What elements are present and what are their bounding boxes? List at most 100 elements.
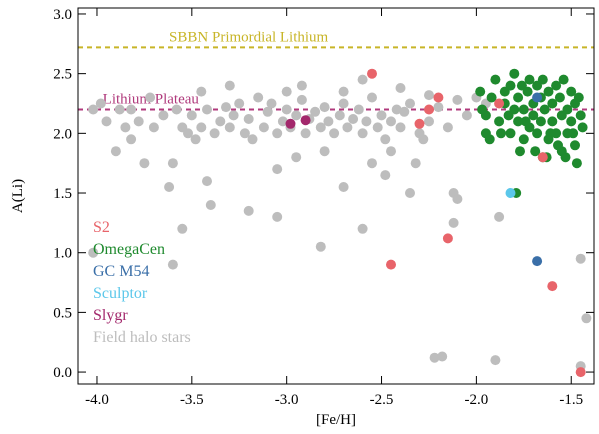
data-point bbox=[209, 128, 220, 139]
legend-entry: Sculptor bbox=[93, 285, 148, 302]
data-point bbox=[310, 106, 321, 117]
data-points-layer bbox=[88, 68, 592, 378]
legend-entry: Slygr bbox=[93, 307, 128, 324]
data-point bbox=[253, 92, 264, 103]
data-point bbox=[272, 211, 283, 222]
data-point bbox=[101, 116, 112, 127]
x-tick-label: -4.0 bbox=[85, 392, 109, 408]
data-point bbox=[448, 217, 459, 228]
data-point bbox=[334, 110, 345, 121]
data-point bbox=[490, 355, 501, 366]
data-point bbox=[145, 92, 156, 103]
data-point bbox=[537, 152, 548, 163]
data-point bbox=[367, 68, 377, 79]
data-point bbox=[291, 110, 302, 121]
data-point bbox=[405, 188, 415, 198]
data-point bbox=[221, 102, 231, 113]
data-point bbox=[452, 194, 463, 204]
data-point bbox=[558, 74, 569, 85]
data-point bbox=[494, 116, 505, 127]
data-point bbox=[477, 104, 488, 115]
data-point bbox=[300, 115, 311, 126]
y-axis-title: A(Li) bbox=[10, 179, 26, 213]
data-point bbox=[571, 158, 582, 169]
data-point bbox=[357, 128, 368, 139]
data-point bbox=[258, 122, 269, 133]
data-point bbox=[543, 86, 554, 97]
data-point bbox=[380, 170, 391, 181]
data-point bbox=[164, 182, 175, 192]
data-point bbox=[566, 86, 577, 97]
data-point bbox=[224, 80, 235, 91]
data-point bbox=[376, 110, 387, 121]
data-point bbox=[433, 102, 444, 113]
data-point bbox=[202, 176, 212, 187]
data-point bbox=[505, 128, 516, 139]
data-point bbox=[532, 256, 543, 267]
data-point bbox=[133, 116, 144, 127]
data-point bbox=[532, 128, 543, 139]
data-point bbox=[424, 90, 434, 101]
data-point bbox=[239, 128, 250, 139]
data-point bbox=[437, 351, 448, 362]
data-point bbox=[484, 134, 495, 145]
data-point bbox=[581, 313, 592, 324]
data-point bbox=[291, 152, 302, 163]
data-point bbox=[554, 92, 565, 103]
data-point bbox=[266, 98, 277, 109]
data-point bbox=[247, 134, 258, 145]
data-point bbox=[399, 106, 410, 117]
data-point bbox=[95, 98, 106, 109]
data-point bbox=[139, 158, 150, 169]
data-point bbox=[515, 146, 525, 157]
data-point bbox=[183, 128, 193, 139]
data-point bbox=[461, 110, 472, 121]
data-point bbox=[553, 140, 563, 151]
data-point bbox=[537, 74, 548, 85]
data-point bbox=[424, 104, 434, 115]
data-point bbox=[513, 92, 524, 103]
y-tick-label: 1.5 bbox=[53, 186, 72, 202]
data-point bbox=[475, 86, 486, 97]
data-point bbox=[272, 128, 283, 139]
data-point bbox=[380, 134, 391, 145]
data-point bbox=[547, 116, 558, 127]
data-point bbox=[496, 128, 506, 139]
data-point bbox=[395, 122, 406, 133]
data-point bbox=[486, 92, 497, 103]
data-point bbox=[568, 128, 579, 139]
data-point bbox=[545, 128, 556, 139]
data-point bbox=[296, 94, 307, 105]
data-point bbox=[342, 122, 353, 133]
data-point bbox=[338, 182, 349, 192]
data-point bbox=[319, 146, 330, 157]
y-tick-label: 1.0 bbox=[53, 246, 72, 262]
y-tick-label: 3.0 bbox=[53, 7, 72, 23]
data-point bbox=[315, 241, 326, 252]
data-point bbox=[575, 253, 586, 264]
x-tick-label: -2.0 bbox=[465, 392, 489, 408]
data-point bbox=[148, 122, 159, 133]
legend-entry: Field halo stars bbox=[93, 329, 191, 346]
data-point bbox=[262, 106, 273, 117]
legend-entry: S2 bbox=[93, 219, 110, 236]
data-point bbox=[442, 122, 453, 133]
data-point bbox=[110, 146, 121, 157]
data-point bbox=[405, 98, 415, 109]
reference-line-label: SBBN Primordial Lithium bbox=[169, 29, 329, 45]
data-point bbox=[300, 128, 311, 139]
data-point bbox=[243, 114, 254, 124]
data-point bbox=[513, 116, 524, 127]
data-point bbox=[372, 122, 383, 133]
data-point bbox=[520, 116, 531, 127]
data-point bbox=[573, 92, 584, 103]
data-point bbox=[547, 281, 558, 292]
data-point bbox=[285, 118, 296, 129]
data-point bbox=[357, 223, 368, 234]
data-point bbox=[562, 104, 573, 115]
data-point bbox=[452, 94, 463, 105]
data-point bbox=[566, 116, 577, 127]
data-point bbox=[577, 122, 588, 133]
legend-entry: GC M54 bbox=[93, 263, 149, 280]
